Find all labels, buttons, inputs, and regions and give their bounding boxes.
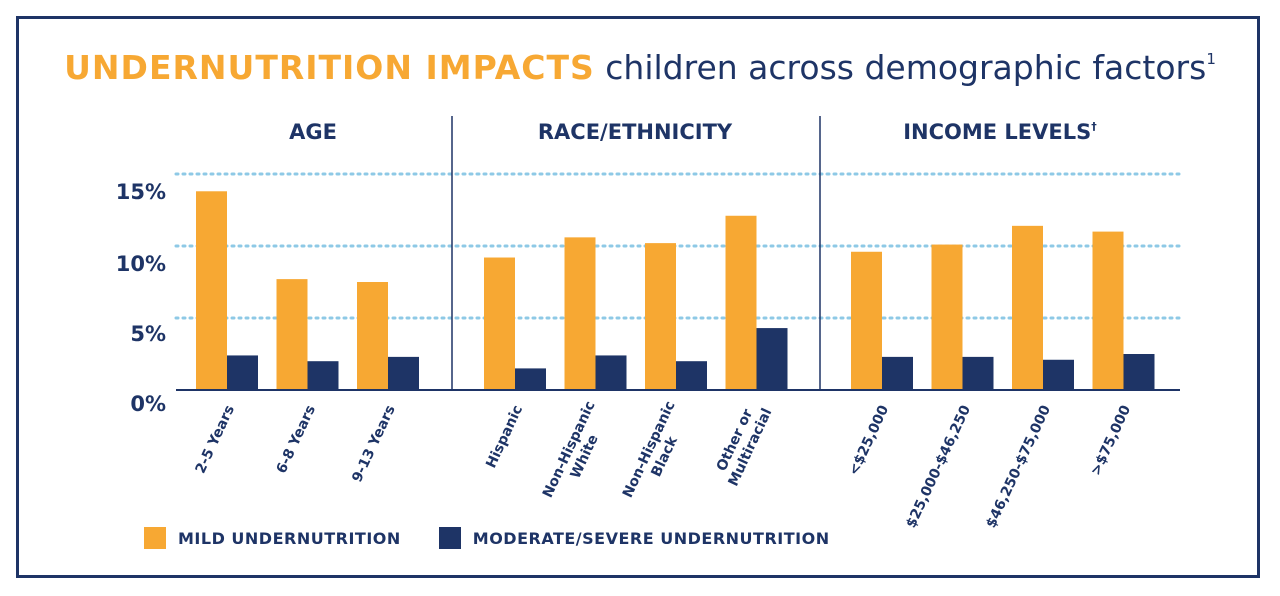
y-tick-label: 0%: [130, 392, 166, 416]
y-tick-label: 10%: [115, 252, 166, 276]
legend-swatch-mild: [144, 527, 166, 549]
title-footnote: 1: [1206, 50, 1216, 68]
bar-mild: [196, 191, 227, 390]
bar-moderate: [756, 328, 788, 390]
legend-swatch-moderate: [438, 527, 461, 549]
legend-label-mild: MILD UNDERNUTRITION: [178, 528, 401, 548]
bar-moderate: [307, 361, 339, 390]
title-highlight: UNDERNUTRITION IMPACTS: [64, 48, 595, 87]
legend-label-moderate: MODERATE/SEVERE UNDERNUTRITION: [472, 528, 830, 548]
bar-moderate: [882, 356, 913, 390]
group-title-age: AGE: [289, 120, 337, 144]
bar-mild: [564, 237, 596, 390]
bar-moderate: [1043, 359, 1074, 390]
bar-moderate: [1123, 354, 1155, 390]
bar-mild: [851, 251, 882, 390]
chart-frame: [16, 16, 1260, 578]
title-rest: children across demographic factors: [605, 48, 1207, 87]
bar-moderate: [595, 355, 627, 390]
bar-mild: [484, 257, 515, 390]
bar-mild: [1012, 225, 1043, 390]
bar-mild: [931, 244, 963, 390]
legend: MILD UNDERNUTRITION MODERATE/SEVERE UNDE…: [144, 527, 868, 549]
bar-moderate: [227, 355, 258, 390]
bar-mild: [276, 279, 308, 390]
legend-item-moderate: MODERATE/SEVERE UNDERNUTRITION: [438, 527, 830, 549]
bar-mild: [1092, 231, 1124, 390]
bar-moderate: [962, 356, 994, 390]
bar-moderate: [515, 368, 546, 390]
group-title-income-levels: INCOME LEVELS†: [903, 120, 1097, 144]
bar-moderate: [676, 361, 707, 390]
bar-mild: [645, 243, 676, 390]
bar-mild: [725, 215, 757, 390]
group-title-race-ethnicity: RACE/ETHNICITY: [537, 120, 733, 144]
chart-title: UNDERNUTRITION IMPACTS children across d…: [0, 48, 1280, 87]
legend-item-mild: MILD UNDERNUTRITION: [144, 527, 401, 549]
y-tick-label: 15%: [115, 180, 166, 204]
bar-moderate: [388, 356, 419, 390]
y-tick-label: 5%: [130, 322, 166, 346]
bar-mild: [357, 282, 388, 390]
